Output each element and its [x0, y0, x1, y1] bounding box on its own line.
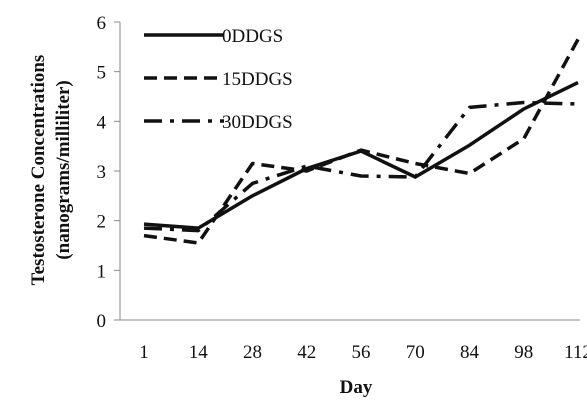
y-axis-title-line-1: Testosterone Concentrations	[28, 55, 49, 286]
y-tick-label: 3	[97, 162, 107, 183]
y-tick-label: 6	[97, 13, 107, 34]
y-axis-title-line-2: (nanograms/milliliter)	[53, 80, 74, 259]
y-tick-label: 4	[97, 112, 107, 133]
y-tick-label: 5	[97, 63, 107, 84]
x-tick-label: 42	[297, 342, 316, 363]
x-tick-label: 112	[564, 342, 587, 363]
x-tick-label: 28	[243, 342, 262, 363]
y-tick-label: 0	[97, 311, 107, 332]
series-lines	[143, 38, 580, 245]
legend-label-30ddgs: 30DDGS	[222, 112, 293, 133]
legend: 0DDGS 15DDGS 30DDGS	[144, 26, 293, 133]
legend-label-15ddgs: 15DDGS	[222, 69, 293, 90]
series-line-15ddgs	[143, 38, 580, 245]
x-tick-label: 1	[139, 342, 149, 363]
x-tick-label: 14	[189, 342, 209, 363]
y-tick-label: 2	[97, 212, 107, 233]
axis-labels: Day Testosterone Concentrations (nanogra…	[28, 55, 373, 398]
legend-label-0ddgs: 0DDGS	[222, 26, 283, 47]
x-axis-title: Day	[340, 377, 373, 398]
x-tick-label: 56	[352, 342, 371, 363]
x-tick-label: 70	[406, 342, 425, 363]
x-tick-label: 98	[514, 342, 533, 363]
x-tick-label: 84	[460, 342, 480, 363]
y-tick-label: 1	[97, 261, 107, 282]
series-line-30ddgs	[143, 100, 579, 233]
axes: 0123456114284256708498112	[97, 13, 587, 363]
